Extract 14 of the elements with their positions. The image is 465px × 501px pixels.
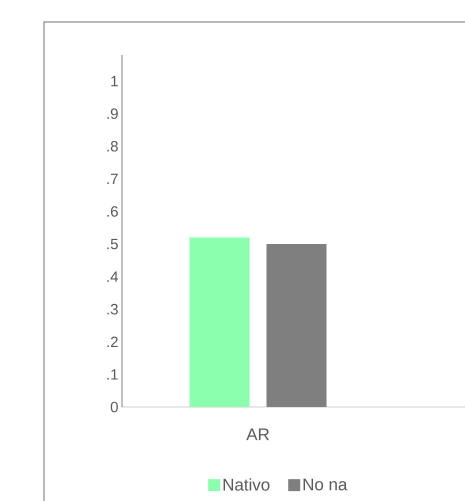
y-tick-label: .4 <box>107 271 118 282</box>
legend-label: No na <box>304 478 348 490</box>
y-tick-label: .6 <box>107 206 118 217</box>
y-tick-label: 0 <box>110 402 118 412</box>
y-tick-label: .1 <box>107 369 118 380</box>
y-tick-label: .9 <box>107 108 118 119</box>
y-tick-label: .7 <box>107 174 118 184</box>
y-tick-label: .8 <box>107 140 118 152</box>
y-tick-label: .5 <box>107 238 118 250</box>
y-tick-label: .3 <box>107 304 118 315</box>
y-tick-label: .2 <box>107 336 118 348</box>
y-tick-label: 1 <box>111 76 118 86</box>
x-tick-label: AR <box>246 428 269 440</box>
legend-label: Nativo <box>224 478 270 491</box>
